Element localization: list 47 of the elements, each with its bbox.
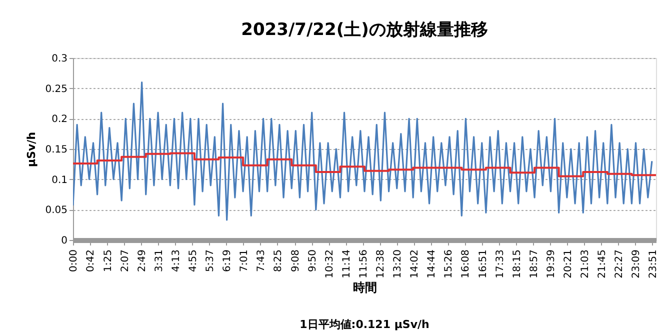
x-tick-label: 22:27: [614, 250, 625, 278]
x-tick-label: 16:08: [460, 250, 472, 278]
y-tick-label: 0: [61, 236, 68, 246]
x-tick-label: 14:02: [409, 250, 420, 278]
x-tick-label: 23:51: [648, 250, 659, 278]
x-tick-label: 9:50: [307, 250, 318, 272]
x-tick-label: 12:38: [375, 250, 386, 278]
x-tick-label: 2:49: [136, 250, 148, 272]
x-tick-label: 10:32: [324, 250, 336, 278]
x-tick-label: 20:21: [562, 250, 574, 278]
x-axis-title: 時間: [353, 280, 377, 294]
x-tick-label: 1:25: [102, 250, 114, 272]
x-tick-label: 21:03: [580, 250, 591, 278]
line-series: [73, 81, 653, 221]
x-tick-label: 17:33: [494, 250, 506, 278]
x-tick-label: 14:44: [426, 250, 438, 278]
x-tick-label: 21:45: [596, 250, 608, 278]
x-tick-label: 11:14: [341, 250, 352, 278]
x-tick-label: 0:42: [86, 250, 97, 272]
x-tick-label: 9:08: [290, 250, 302, 272]
y-tick-label: 0.25: [45, 84, 68, 95]
text: 1日平均値:0.121 μSv/h: [300, 318, 430, 331]
x-tick-label: 8:25: [272, 250, 284, 272]
x-tick-label: 19:39: [546, 250, 557, 278]
x-tick-label: 13:20: [392, 250, 404, 278]
y-tick-label: 0.2: [52, 114, 68, 126]
x-tick-label: 15:26: [443, 250, 454, 278]
y-axis-title: μSv/h: [25, 132, 38, 168]
x-tick-label: 16:51: [478, 250, 489, 278]
x-tick-label: 11:56: [358, 250, 370, 278]
x-tick-label: 4:13: [170, 250, 182, 272]
x-tick-label: 6:19: [222, 250, 233, 272]
x-tick-label: 7:01: [238, 250, 250, 272]
x-tick-label: 3:31: [154, 250, 165, 272]
x-tick-label: 18:15: [512, 250, 523, 278]
y-tick-label: 0.05: [45, 205, 68, 216]
x-tick-label: 5:37: [204, 250, 216, 272]
x-tick-label: 7:43: [256, 250, 267, 272]
x-tick-label: 23:09: [630, 250, 642, 278]
y-tick-label: 0.3: [52, 54, 68, 64]
y-tick-label: 0.1: [52, 174, 68, 186]
x-tick-label: 2:07: [120, 250, 131, 272]
x-tick-label: 4:55: [188, 250, 199, 272]
chart-title: 2023/7/22(土)の放射線量推移: [241, 20, 488, 40]
x-tick-label: 18:57: [528, 250, 540, 278]
x-tick-label: 0:00: [68, 250, 80, 272]
y-tick-label: 0.15: [45, 144, 68, 156]
